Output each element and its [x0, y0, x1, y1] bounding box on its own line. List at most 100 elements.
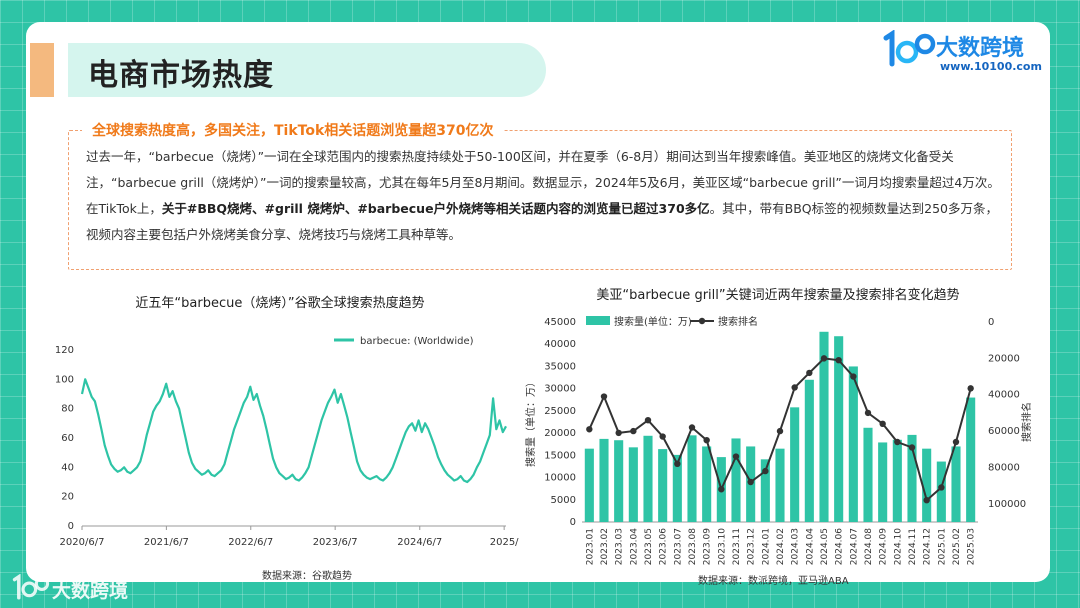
logo-url: www.10100.com [940, 60, 1042, 73]
x-tick-label: 2023.12 [747, 528, 757, 565]
y-tick-label: 0 [68, 521, 74, 532]
rank-point-2024.08 [864, 409, 872, 417]
right-y-tick-label: 60000 [988, 426, 1020, 437]
legend-bar-label: 搜索量(单位：万) [614, 315, 692, 328]
bar-2023.04 [628, 447, 638, 522]
barbecue-grill-bar-line-chart: 0 5000 10000 15000 20000 25000 30000 35000 40000… [524, 315, 1033, 565]
y-tick-label: 20 [61, 492, 74, 503]
x-tick-label: 2024/6/7 [397, 537, 442, 548]
rank-point-2024.10 [894, 438, 901, 446]
left-chart-source: 数据来源：谷歌趋势 [262, 571, 352, 582]
summary-p2-tail: 。其中，带有BBQ标签的视频数量达到250多万条，视频内容主要包括户外烧烤美食分… [86, 201, 999, 242]
bar-2024.01 [760, 459, 770, 522]
rank-point-2024.01 [762, 467, 769, 475]
x-tick-label: 2024.02 [776, 528, 786, 565]
watermark-text: 大数跨境 [52, 580, 129, 602]
rank-point-2023.08 [688, 424, 696, 431]
left-y-tick-label: 20000 [544, 428, 576, 439]
bar-2024.02 [775, 448, 785, 522]
y-tick-label: 100 [55, 374, 74, 385]
bar-2025.03 [966, 397, 976, 522]
summary-body: 过去一年，“barbecue（烧烤）”一词在全球范围内的搜索热度持续处于50-1… [86, 144, 1002, 248]
rank-point-2023.07 [674, 460, 681, 468]
x-tick-label: 2025.01 [937, 528, 947, 565]
x-tick-label: 2024.08 [864, 528, 874, 565]
left-y-tick-label: 40000 [544, 339, 576, 350]
y-tick-label: 60 [61, 433, 74, 444]
logo-text: 大数跨境 [936, 36, 1025, 61]
series-line-barbecue [80, 378, 507, 484]
x-tick-label: 2022/6/7 [228, 537, 273, 548]
right-y-tick-label: 80000 [988, 462, 1020, 473]
y-tick-label: 120 [55, 345, 74, 356]
left-y-axis-label: 搜索量（单位：万） [524, 377, 537, 467]
x-tick-label: 2024.12 [923, 528, 933, 565]
right-chart-source: 数据来源：数派跨境，亚马逊ABA [698, 576, 849, 587]
bar-2023.11 [731, 438, 741, 522]
rank-point-2024.05 [820, 355, 828, 362]
bar-2023.09 [702, 446, 712, 522]
x-tick-label: 2023/6/7 [313, 537, 358, 548]
x-tick-label: 2023.09 [703, 528, 713, 565]
x-tick-label: 2024.06 [835, 528, 845, 565]
bar-2025.01 [936, 461, 946, 522]
rank-point-2024.03 [791, 384, 798, 391]
summary-box [68, 130, 1012, 270]
left-y-tick-label: 5000 [551, 495, 576, 506]
left-y-tick-label: 15000 [544, 450, 576, 461]
rank-point-2023.03 [615, 429, 622, 437]
x-tick-label: 2024.03 [791, 528, 801, 565]
x-tick-label: 2025.03 [967, 528, 977, 565]
rank-point-2023.06 [659, 433, 666, 440]
bar-2024.11 [907, 434, 917, 522]
bar-2024.08 [863, 427, 873, 522]
x-tick-label: 2025.02 [952, 528, 962, 565]
bar-2023.05 [643, 435, 653, 522]
rank-point-2025.03 [967, 385, 974, 392]
bar-2024.09 [878, 442, 888, 522]
rank-point-2025.01 [938, 484, 945, 491]
watermark-logo-icon [12, 574, 50, 600]
rank-point-2024.07 [850, 373, 857, 380]
bar-2023.02 [599, 438, 609, 522]
rank-point-2023.05 [644, 416, 652, 424]
x-tick-label: 2024.04 [805, 528, 815, 565]
google-trends-line-chart: 0 20 40 60 80 100 120 2020/6/7 2021/6/7 2022/6/7 2… [55, 336, 519, 548]
right-y-tick-label: 100000 [988, 499, 1026, 510]
rank-point-2024.04 [806, 369, 813, 377]
rank-point-2024.02 [776, 427, 784, 435]
y-tick-label: 40 [61, 462, 74, 473]
bar-2024.07 [848, 366, 858, 522]
rank-point-2023.11 [732, 453, 740, 460]
summary-paragraph-2: 在TikTok上，关于#BBQ烧烤、#grill 烧烤炉、#barbecue户外… [86, 196, 1002, 248]
left-y-tick-label: 30000 [544, 384, 576, 395]
title-banner [30, 43, 546, 97]
bar-2024.05 [819, 331, 829, 522]
x-tick-label: 2023.06 [659, 528, 669, 565]
bar-2024.10 [892, 439, 902, 522]
x-tick-label: 2023.03 [615, 528, 625, 565]
brand-logo: 大数跨境 www.10100.com [880, 30, 1042, 76]
bar-2023.03 [614, 440, 624, 522]
x-tick-label: 2023.04 [629, 528, 639, 565]
right-chart-title: 美亚“barbecue grill”关键词近两年搜索量及搜索排名变化趋势 [596, 288, 960, 303]
x-tick-label: 2024.10 [893, 528, 903, 565]
bar-2023.07 [672, 454, 682, 522]
legend-label: barbecue: (Worldwide) [360, 336, 474, 347]
x-tick-label: 2024.11 [908, 528, 918, 565]
x-tick-label: 2023.08 [688, 528, 698, 565]
legend-bar-swatch [586, 316, 610, 325]
bar-2023.01 [584, 448, 594, 522]
summary-paragraph-1: 过去一年，“barbecue（烧烤）”一词在全球范围内的搜索热度持续处于50-1… [86, 149, 1000, 190]
x-tick-label: 2024.01 [761, 528, 771, 565]
rank-point-2023.02 [600, 393, 608, 400]
right-y-axis-label: 搜索排名 [1020, 402, 1033, 442]
x-tick-label: 2023.01 [585, 528, 595, 565]
bar-2024.03 [790, 407, 800, 522]
left-chart-title: 近五年“barbecue（烧烤）”谷歌全球搜索热度趋势 [135, 296, 425, 311]
left-y-tick-label: 45000 [544, 317, 576, 328]
rank-point-2023.12 [747, 478, 754, 486]
x-tick-label: 2020/6/7 [60, 537, 105, 548]
bar-2023.08 [687, 435, 697, 522]
bar-2023.06 [658, 449, 668, 522]
